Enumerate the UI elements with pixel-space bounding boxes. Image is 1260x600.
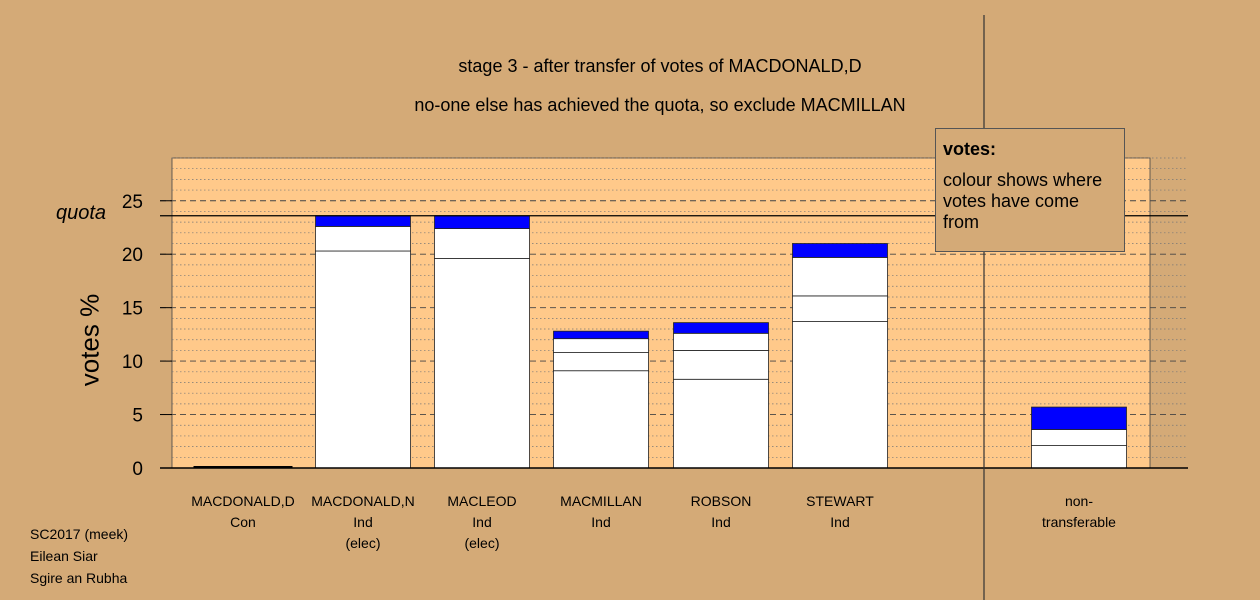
credit-council: Eilean Siar (30, 548, 98, 564)
credit-ward: Sgire an Rubha (30, 570, 128, 586)
category-label: MACDONALD,D Con (173, 491, 313, 533)
bar-segment (553, 338, 649, 353)
bar-segment (673, 350, 769, 380)
y-tick-label: 5 (132, 406, 143, 427)
candidate-party: Con (230, 514, 256, 530)
bar-segment (1031, 445, 1127, 469)
category-label: MACDONALD,N Ind (elec) (293, 491, 433, 554)
y-tick-label: 10 (122, 352, 143, 373)
bar-segment (434, 258, 530, 469)
bar-segment (315, 226, 411, 252)
candidate-name: MACMILLAN (560, 493, 642, 509)
candidate-name: non- (1064, 493, 1094, 509)
candidate-party: Ind (830, 514, 850, 530)
bars (193, 215, 1127, 469)
y-tick-label: 0 (132, 459, 143, 480)
bar-segment (553, 370, 649, 469)
candidate-status: (elec) (464, 535, 500, 551)
candidate-name: STEWART (806, 493, 874, 509)
y-tick-label: 20 (122, 245, 143, 266)
y-axis: 0 5 10 15 20 25 (122, 192, 172, 480)
bar-segment-transfer (315, 215, 411, 227)
bar-segment (434, 228, 530, 259)
category-label: STEWART Ind (770, 491, 910, 533)
candidate-name: MACLEOD (447, 493, 517, 509)
legend-title: votes: (943, 139, 997, 159)
candidate-party: Ind (353, 514, 373, 530)
bar-segment (792, 257, 888, 297)
category-label: MACMILLAN Ind (531, 491, 671, 533)
bar-segment-transfer (673, 322, 769, 334)
candidate-name: MACDONALD,D (191, 493, 295, 509)
quota-label: quota (56, 202, 107, 224)
bar-segment (673, 332, 769, 351)
candidate-party: Ind (711, 514, 731, 530)
category-label-nontransferable: non-transferable (1009, 491, 1149, 533)
bar-segment (315, 250, 411, 469)
chart-subtitle: no-one else has achieved the quota, so e… (414, 95, 906, 115)
legend-text: colour shows where votes have come from (943, 170, 1103, 232)
candidate-name: ROBSON (690, 493, 752, 509)
chart-title: stage 3 - after transfer of votes of MAC… (458, 56, 862, 76)
legend: votes: colour shows where votes have com… (935, 128, 1125, 252)
candidate-party: Ind (591, 514, 611, 530)
candidate-status: (elec) (345, 535, 381, 551)
bar-segment (673, 378, 769, 469)
candidate-party: transferable (1042, 514, 1116, 530)
credit-election: SC2017 (meek) (30, 526, 129, 542)
y-axis-label: votes % (74, 293, 105, 387)
bar-segment (792, 295, 888, 322)
category-label: ROBSON Ind (651, 491, 791, 533)
y-tick-label: 25 (122, 192, 143, 213)
candidate-name: MACDONALD,N (311, 493, 415, 509)
category-label: MACLEOD Ind (elec) (412, 491, 552, 554)
bar-segment-transfer (1031, 406, 1127, 430)
bar-segment (553, 352, 649, 372)
candidate-party: Ind (472, 514, 492, 530)
bar-segment-transfer (792, 243, 888, 258)
bar-segment (1031, 429, 1127, 446)
bar-segment-transfer (553, 330, 649, 340)
y-tick-label: 15 (122, 299, 143, 320)
bar-segment-transfer (434, 215, 530, 229)
bar-segment (792, 321, 888, 469)
